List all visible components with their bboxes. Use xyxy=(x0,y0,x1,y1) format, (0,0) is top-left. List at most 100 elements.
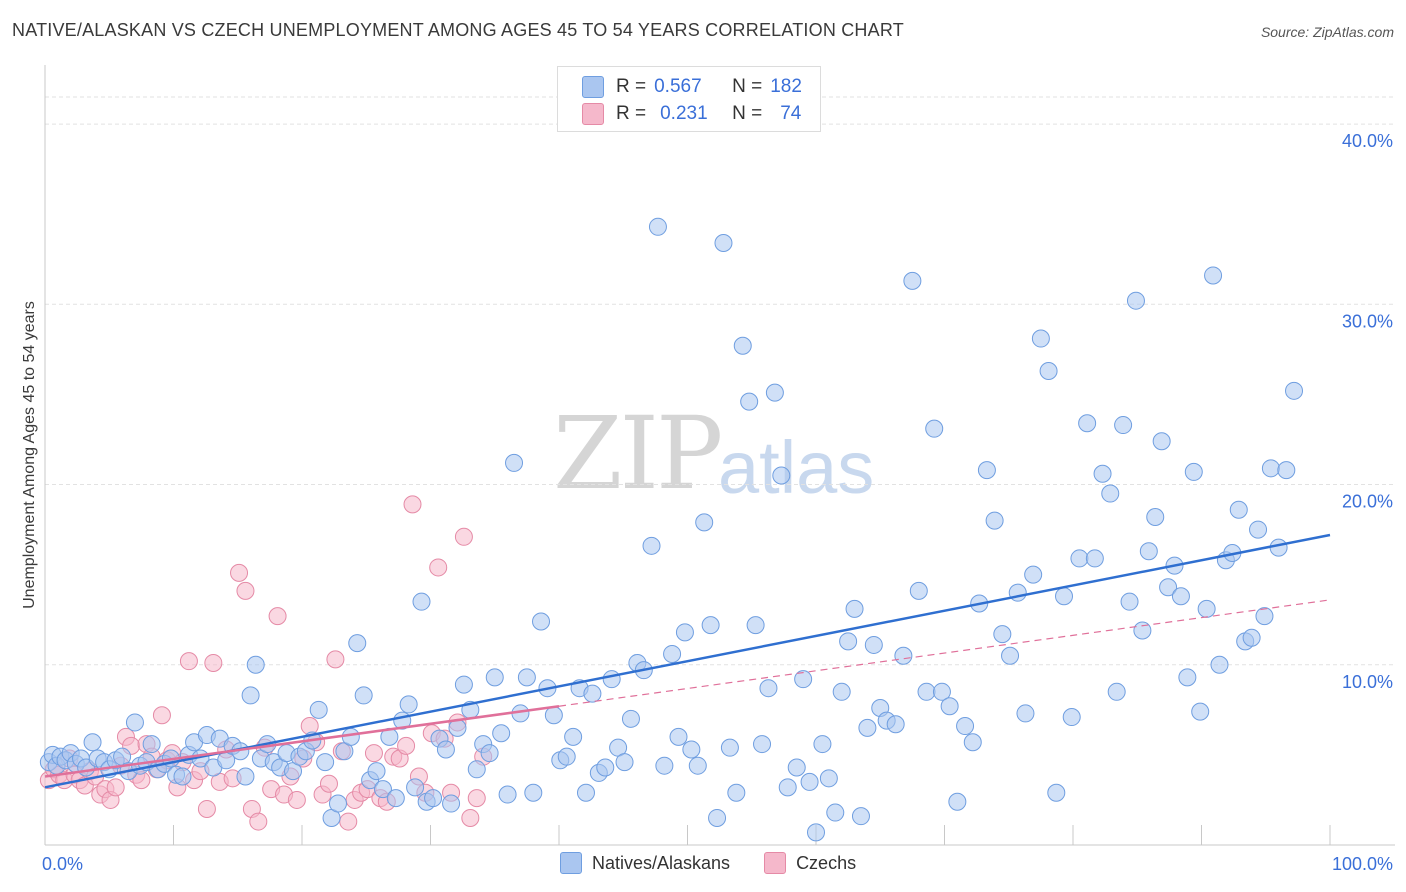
natives-point xyxy=(858,718,877,737)
natives-point xyxy=(424,789,443,808)
natives-point xyxy=(894,646,913,665)
natives-point xyxy=(851,807,870,826)
natives-point xyxy=(557,747,576,766)
natives-point xyxy=(241,686,260,705)
natives-point xyxy=(1178,668,1197,687)
legend-r-label: R = xyxy=(616,76,647,97)
natives-point xyxy=(1210,655,1229,674)
natives-point xyxy=(517,668,536,687)
natives-point xyxy=(532,612,551,631)
legend-n-value-natives: 182 xyxy=(770,76,802,97)
natives-point xyxy=(708,808,727,827)
natives-point xyxy=(740,392,759,411)
natives-point xyxy=(412,592,431,611)
natives-point xyxy=(1261,459,1280,478)
natives-point xyxy=(341,727,360,746)
legend-n-value-czechs: 74 xyxy=(780,103,802,124)
watermark-zip: ZIP xyxy=(553,395,723,512)
bottom-legend-label-natives: Natives/Alaskans xyxy=(592,852,731,873)
legend-r-value-czechs: 0.231 xyxy=(660,103,708,124)
axes xyxy=(44,65,1395,846)
natives-point xyxy=(83,733,102,752)
natives-point xyxy=(1016,704,1035,723)
natives-point xyxy=(864,635,883,654)
natives-point xyxy=(367,762,386,781)
y-tick-label: 10.0% xyxy=(1342,672,1393,692)
natives-point xyxy=(794,670,813,689)
natives-point xyxy=(1171,587,1190,606)
natives-point xyxy=(733,336,752,355)
czechs-point xyxy=(364,744,383,763)
legend-swatch-czechs xyxy=(582,103,604,125)
czechs-point xyxy=(268,607,287,626)
natives-point xyxy=(993,625,1012,644)
natives-point xyxy=(454,675,473,694)
natives-point xyxy=(399,695,418,714)
czechs-point xyxy=(230,563,249,582)
natives-point xyxy=(787,758,806,777)
natives-point xyxy=(903,271,922,290)
czechs-point xyxy=(249,812,268,831)
natives-points xyxy=(39,217,1304,842)
natives-point xyxy=(1047,783,1066,802)
natives-point xyxy=(328,794,347,813)
czechs-point xyxy=(326,650,345,669)
czechs-point xyxy=(287,790,306,809)
natives-point xyxy=(1152,432,1171,451)
czechs-point xyxy=(467,789,486,808)
natives-point xyxy=(669,727,688,746)
natives-point xyxy=(701,616,720,635)
bottom-legend: Natives/Alaskans Czechs xyxy=(560,852,890,874)
natives-point xyxy=(505,453,524,472)
natives-point xyxy=(648,217,667,236)
natives-point xyxy=(442,794,461,813)
natives-point xyxy=(1285,381,1304,400)
czechs-point xyxy=(461,808,480,827)
natives-point xyxy=(1197,599,1216,618)
natives-point xyxy=(956,717,975,736)
natives-point xyxy=(373,780,392,799)
natives-point xyxy=(1039,361,1058,380)
natives-point xyxy=(832,682,851,701)
natives-point xyxy=(839,632,858,651)
natives-point xyxy=(386,789,405,808)
natives-point xyxy=(348,634,367,653)
legend-n-label: N = xyxy=(732,76,763,97)
czechs-point xyxy=(152,706,171,725)
natives-point xyxy=(813,735,832,754)
natives-point xyxy=(1184,462,1203,481)
natives-point xyxy=(800,772,819,791)
natives-point xyxy=(714,234,733,253)
natives-point xyxy=(1269,538,1288,557)
natives-point xyxy=(1133,621,1152,640)
x-tick-label-max: 100.0% xyxy=(1332,854,1393,874)
grid-lines xyxy=(45,96,1395,666)
natives-point xyxy=(1031,329,1050,348)
natives-point xyxy=(932,682,951,701)
natives-point xyxy=(727,783,746,802)
natives-point xyxy=(1055,587,1074,606)
natives-point xyxy=(621,709,640,728)
natives-point xyxy=(1114,416,1133,435)
natives-point xyxy=(1070,549,1089,568)
legend-row-natives: R = 0.567 N = 182 xyxy=(582,76,802,98)
natives-point xyxy=(406,778,425,797)
legend-r-value-natives: 0.567 xyxy=(654,76,702,97)
y-tick-label: 40.0% xyxy=(1342,131,1393,151)
natives-point xyxy=(1242,628,1261,647)
natives-point xyxy=(1001,646,1020,665)
natives-point xyxy=(1120,592,1139,611)
correlation-legend: R = 0.567 N = 182 R = 0.231 N = 74 xyxy=(557,66,821,132)
natives-point xyxy=(1146,507,1165,526)
natives-point xyxy=(1204,266,1223,285)
natives-point xyxy=(596,758,615,777)
natives-point xyxy=(1191,702,1210,721)
natives-point xyxy=(720,738,739,757)
watermark-atlas: atlas xyxy=(718,426,875,509)
czechs-point xyxy=(454,527,473,546)
natives-point xyxy=(778,778,797,797)
natives-point xyxy=(909,581,928,600)
legend-swatch-natives xyxy=(582,76,604,98)
source-label: Source: ZipAtlas.com xyxy=(1260,24,1394,40)
